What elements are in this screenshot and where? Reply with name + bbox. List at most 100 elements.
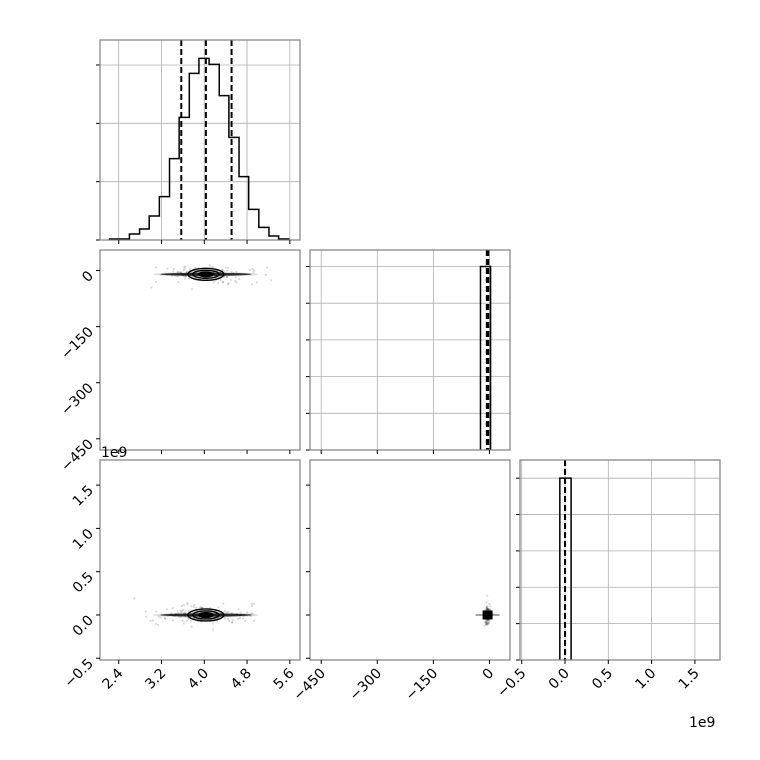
- offset-label-y: 1e9: [101, 445, 127, 461]
- sample-point: [488, 608, 491, 611]
- sample-point: [226, 283, 230, 286]
- x-tick-label: 0: [480, 666, 498, 684]
- contour-inner: [198, 271, 214, 278]
- sample-point: [176, 610, 179, 613]
- sample-point: [235, 270, 238, 274]
- sample-point: [154, 266, 158, 269]
- sample-point: [151, 619, 154, 622]
- scatter-2d-panel: 2.4 3.2 4.0 4.8 5.6−0.50.00.51.01.5: [61, 459, 301, 693]
- sample-point: [184, 265, 187, 268]
- sample-point: [210, 265, 213, 269]
- sample-point: [485, 620, 488, 623]
- axes-frame: [99, 249, 301, 451]
- plot-area: [475, 594, 500, 627]
- histogram-bin: [219, 96, 229, 240]
- sample-point: [211, 628, 215, 631]
- sample-point: [486, 594, 489, 597]
- sample-point: [487, 607, 490, 610]
- sample-point: [184, 609, 187, 612]
- sample-point: [249, 614, 252, 618]
- sample-point: [176, 275, 179, 278]
- sample-point: [246, 611, 249, 614]
- sample-point: [192, 605, 195, 609]
- y-tick-label: −150: [58, 324, 97, 363]
- sample-point: [164, 618, 167, 621]
- sample-point: [483, 621, 486, 624]
- histogram-bin: [229, 137, 239, 240]
- sample-point: [166, 267, 169, 270]
- sample-point: [225, 276, 229, 279]
- contour-middle: [191, 610, 220, 620]
- sample-point: [180, 604, 184, 607]
- axes-frame: [99, 39, 301, 241]
- sample-point: [484, 621, 488, 624]
- histogram-panel: −0.5 0.0 0.5 1.0 1.5: [494, 459, 721, 701]
- histogram-bin: [259, 227, 269, 240]
- sample-point: [221, 280, 225, 283]
- y-tick-label: 1.0: [70, 526, 97, 553]
- sample-point: [226, 266, 230, 270]
- sample-point: [237, 617, 240, 620]
- histogram-bin: [209, 64, 219, 240]
- axes-frame: [519, 459, 721, 661]
- sample-point: [487, 622, 490, 625]
- sample-point: [217, 606, 220, 609]
- axes-frame: [309, 459, 511, 661]
- sample-point: [187, 277, 190, 280]
- sample-point: [485, 606, 488, 609]
- y-tick-label: −0.5: [61, 656, 96, 691]
- x-tick-label: 4.8: [228, 666, 255, 693]
- y-tick-label: 0.0: [70, 612, 97, 639]
- sample-point: [172, 267, 175, 271]
- sample-point: [154, 280, 158, 284]
- sample-point: [188, 268, 191, 271]
- sample-point: [178, 615, 181, 619]
- sample-point: [177, 271, 180, 274]
- sample-point: [234, 276, 237, 279]
- sample-point: [225, 269, 229, 272]
- sample-point: [244, 619, 247, 623]
- sample-point: [486, 607, 489, 610]
- sample-point: [92, 602, 94, 604]
- sample-point: [484, 618, 487, 622]
- sample-point: [180, 609, 184, 613]
- sample-point: [183, 622, 186, 625]
- sample-point: [221, 280, 225, 284]
- sample-point: [216, 281, 220, 285]
- sample-point: [485, 607, 488, 610]
- sample-point: [187, 617, 190, 620]
- offset-label-x: 1e9: [689, 715, 715, 731]
- sample-point: [221, 269, 224, 272]
- sample-point: [227, 282, 230, 285]
- sample-point: [179, 271, 182, 274]
- sample-point: [163, 616, 167, 620]
- axes-frame: [99, 459, 301, 661]
- sample-point: [235, 281, 238, 284]
- sample-point: [227, 617, 230, 620]
- sample-point: [185, 270, 188, 273]
- sample-point: [199, 606, 202, 609]
- sample-point: [485, 622, 488, 626]
- x-tick-label: 1.0: [632, 666, 659, 693]
- contour-middle: [191, 269, 220, 279]
- sample-point: [221, 268, 224, 271]
- sample-point: [486, 607, 489, 611]
- y-tick-label: 0: [79, 268, 97, 286]
- sample-point: [230, 621, 234, 624]
- sample-point: [181, 619, 184, 623]
- histogram-step: [108, 57, 290, 240]
- scatter-2d-panel: −450 −300 −150 0: [291, 459, 511, 704]
- sample-point: [487, 621, 490, 624]
- plot-area: [150, 264, 273, 291]
- sample-point: [184, 275, 187, 278]
- sample-point: [133, 597, 136, 600]
- histogram-bin: [159, 197, 169, 240]
- sample-point: [248, 268, 251, 272]
- sample-point: [186, 603, 189, 606]
- sample-point: [183, 277, 187, 280]
- sample-point: [485, 618, 489, 622]
- sample-point: [187, 609, 190, 612]
- sample-point: [251, 604, 254, 607]
- sample-point: [171, 607, 174, 610]
- sample-point: [180, 615, 183, 619]
